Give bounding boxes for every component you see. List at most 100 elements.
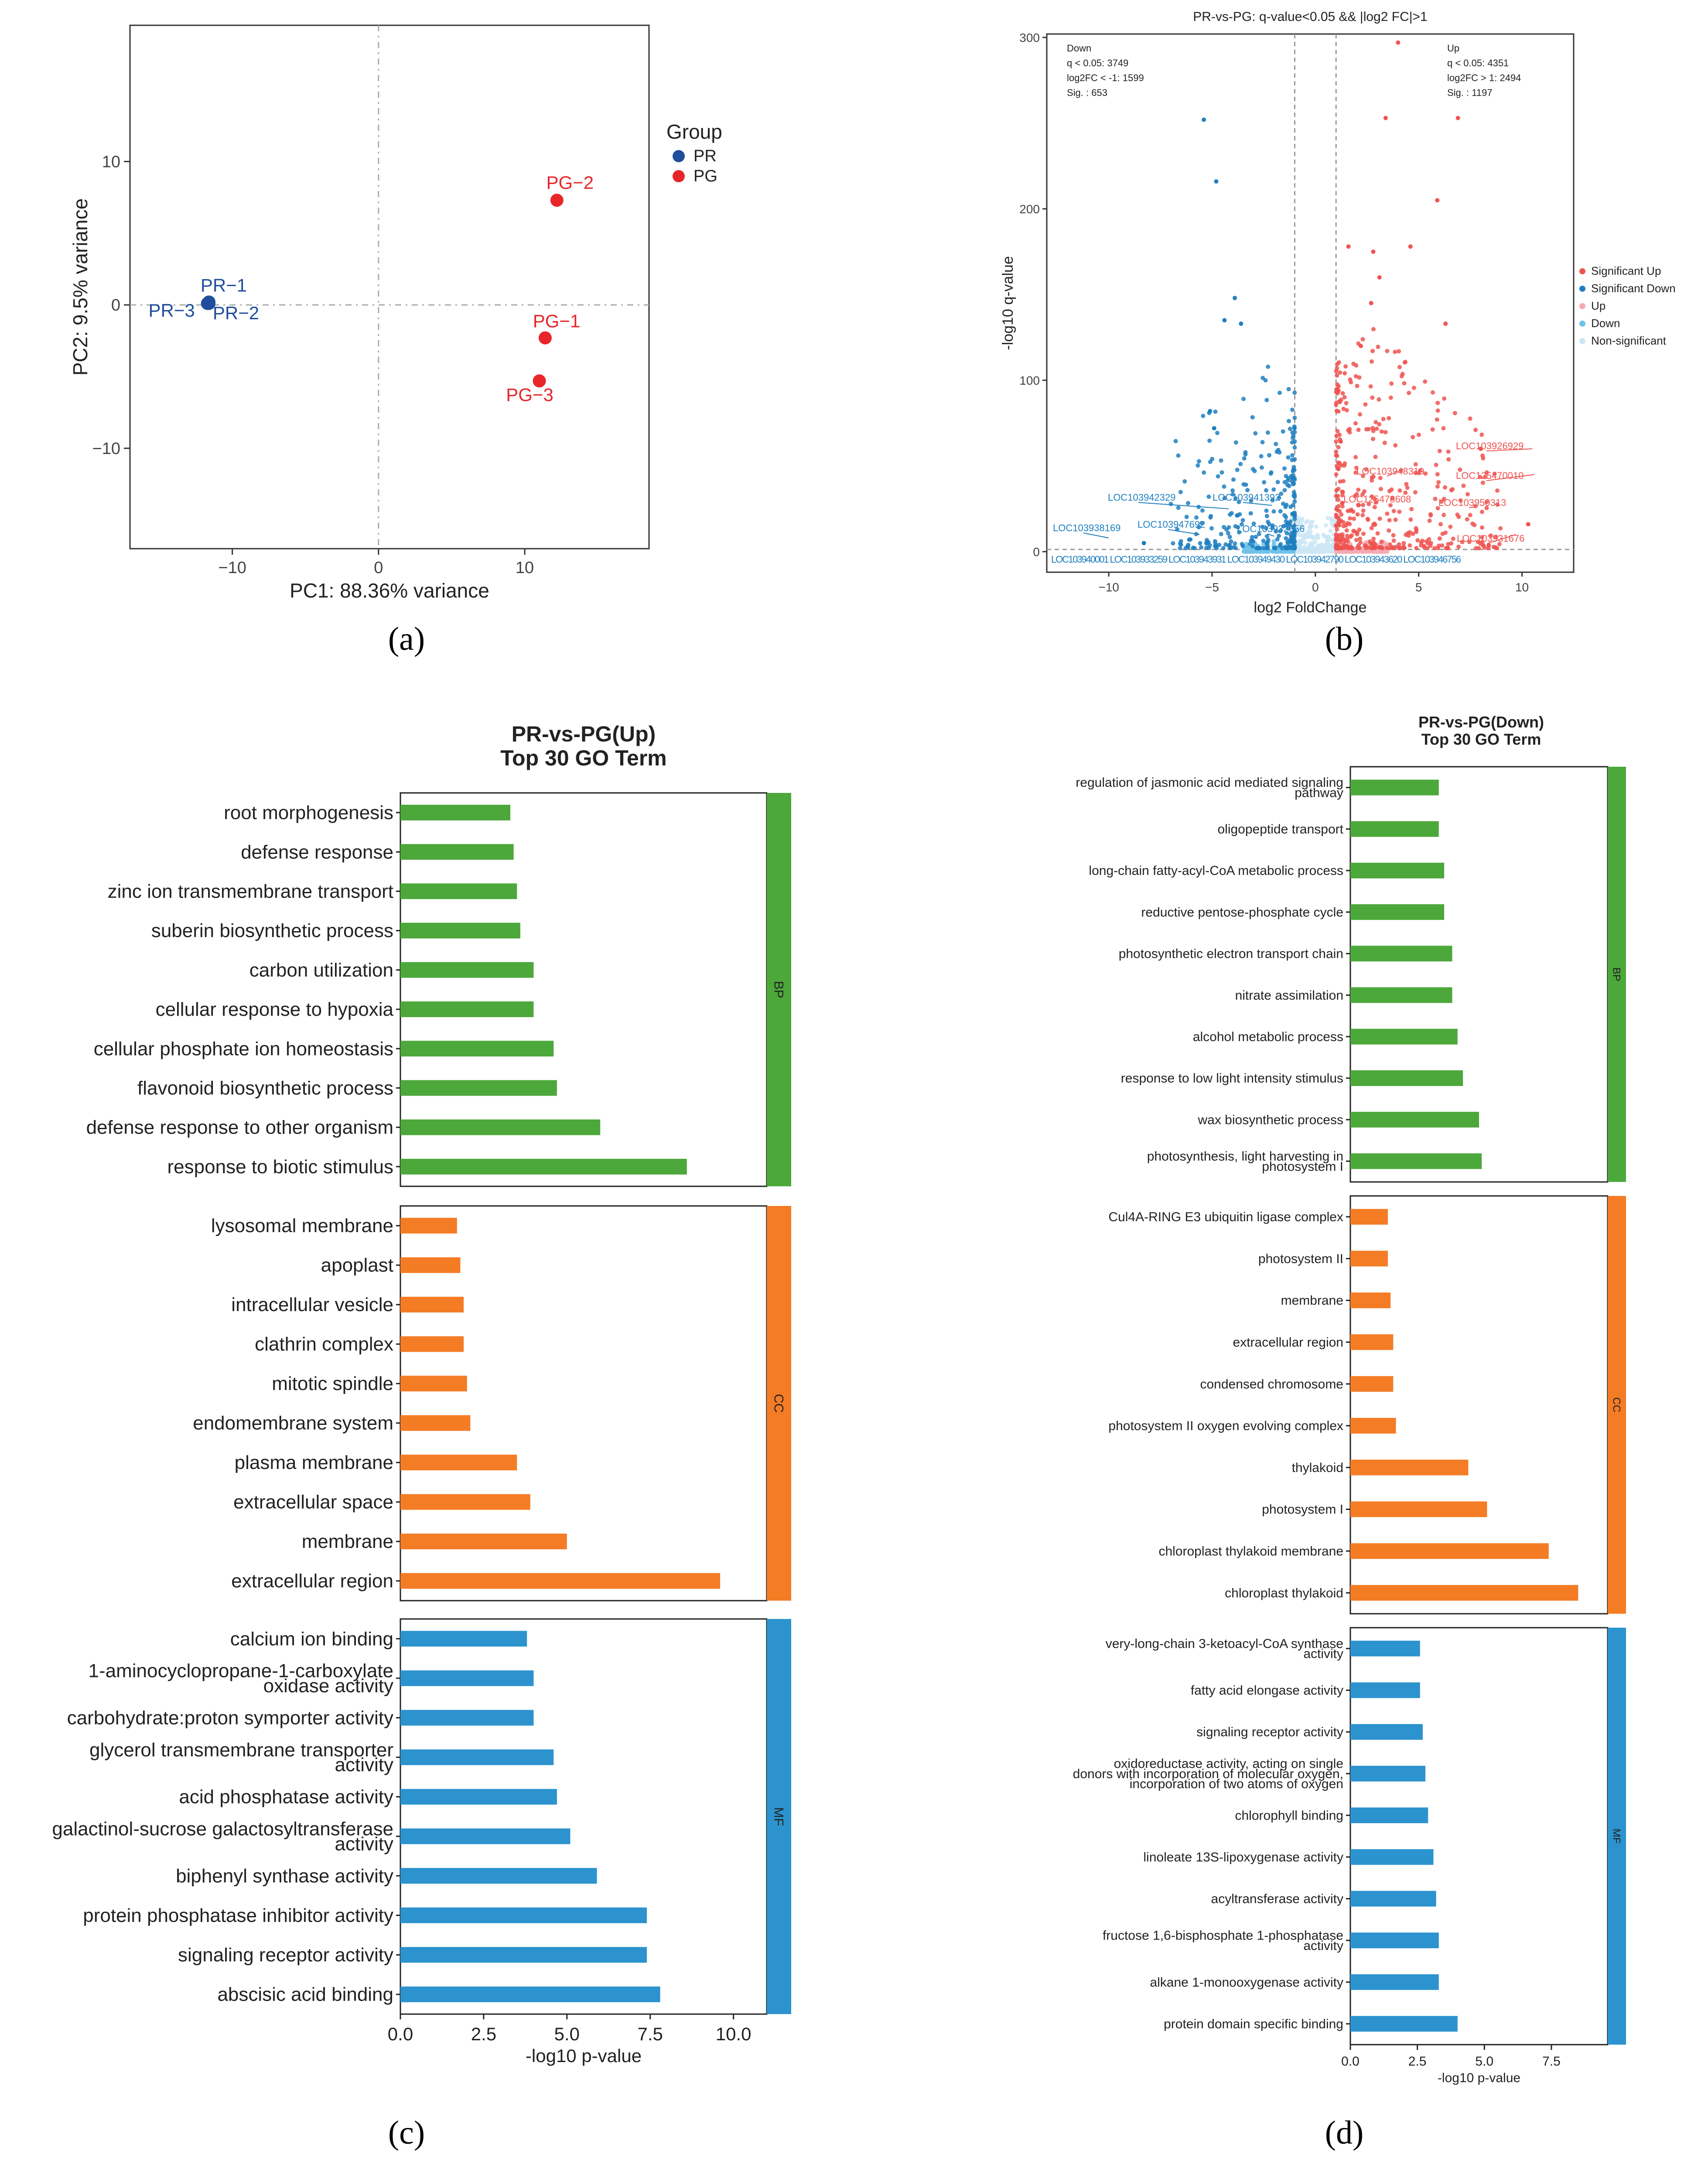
- volcano-point: [1267, 453, 1272, 458]
- volcano-point: [1198, 541, 1202, 546]
- volcano-point: [1379, 540, 1384, 544]
- category-label: membrane: [302, 1531, 393, 1552]
- category-label: root morphogenesis: [224, 802, 393, 823]
- volcano-point: [1486, 543, 1491, 547]
- legend-marker: [1579, 286, 1585, 292]
- volcano-point: [1397, 542, 1401, 547]
- volcano-point: [1270, 498, 1275, 502]
- go-bar: [400, 1455, 517, 1471]
- volcano-point: [1383, 116, 1388, 120]
- volcano-point: [1274, 529, 1278, 534]
- go-bar: [400, 1376, 467, 1392]
- volcano-point: [1334, 369, 1339, 373]
- x-tick-label: 0: [374, 559, 383, 577]
- volcano-point: [1336, 445, 1341, 450]
- gene-leader-line: [1373, 502, 1378, 505]
- category-label-line: lysosomal membrane: [211, 1215, 393, 1236]
- volcano-point: [1292, 545, 1297, 550]
- volcano-point: [1206, 546, 1211, 550]
- go-bar: [400, 883, 517, 899]
- volcano-point: [1334, 549, 1339, 554]
- volcano-point: [1261, 539, 1266, 543]
- volcano-point: [1275, 480, 1280, 485]
- volcano-point: [1334, 523, 1339, 528]
- pca-panel: −10 0 10 −10 0 10 PC1: 88.36% variance PC2: 9.5…: [69, 24, 722, 602]
- volcano-point: [1229, 539, 1233, 544]
- volcano-point: [1495, 488, 1500, 493]
- volcano-point: [1269, 470, 1274, 475]
- volcano-point: [1379, 429, 1384, 434]
- volcano-point: [1288, 519, 1293, 524]
- volcano-point: [1292, 430, 1297, 434]
- category-label: carbohydrate:proton symporter activity: [67, 1707, 393, 1728]
- volcano-point: [1407, 530, 1412, 535]
- volcano-point: [1341, 406, 1346, 411]
- volcano-point: [1370, 494, 1374, 499]
- category-label-line: chloroplast thylakoid: [1225, 1586, 1343, 1600]
- volcano-point: [1196, 463, 1200, 468]
- volcano-point: [1337, 509, 1342, 513]
- volcano-point: [1260, 525, 1265, 529]
- volcano-point: [1263, 378, 1268, 383]
- y-axis-label: -log10 q-value: [1000, 256, 1016, 350]
- volcano-point: [1284, 523, 1288, 528]
- volcano-point: [1356, 427, 1361, 432]
- category-label: abscisic acid binding: [217, 1984, 393, 2005]
- volcano-point: [1391, 538, 1396, 543]
- category-label-line: alcohol metabolic process: [1193, 1030, 1343, 1044]
- legend-entry: Significant Down: [1591, 282, 1676, 295]
- volcano-point: [1473, 427, 1478, 432]
- group-strip: [767, 1206, 791, 1601]
- group-strip: [1608, 1196, 1626, 1614]
- volcano-point: [1248, 511, 1253, 516]
- volcano-point: [1413, 462, 1418, 467]
- go-bar: [400, 962, 534, 978]
- go-bar: [400, 1749, 554, 1766]
- x-tick-label: 5.0: [1475, 2054, 1493, 2069]
- volcano-point: [1335, 527, 1339, 532]
- volcano-point: [1337, 399, 1342, 403]
- volcano-point: [1391, 509, 1396, 513]
- volcano-point: [1264, 534, 1269, 539]
- volcano-point: [1261, 542, 1266, 546]
- x-tick-label: 5.0: [554, 2024, 580, 2044]
- gene-leader-line: [1138, 502, 1229, 509]
- volcano-point: [1221, 546, 1226, 550]
- category-label-line: zinc ion transmembrane transport: [108, 881, 393, 902]
- volcano-point: [1364, 467, 1369, 472]
- go-bar: [400, 1710, 534, 1726]
- volcano-point: [1235, 513, 1240, 518]
- volcano-point: [1448, 524, 1453, 529]
- volcano-point: [1323, 523, 1328, 528]
- volcano-point: [1222, 496, 1227, 501]
- go-bar: [1350, 1849, 1434, 1865]
- category-label: photosystem I: [1262, 1503, 1343, 1517]
- volcano-point: [1250, 467, 1255, 471]
- volcano-point: [1286, 455, 1291, 460]
- volcano-point: [1312, 549, 1317, 553]
- category-label: biphenyl synthase activity: [176, 1865, 393, 1887]
- gene-leader-line: [1243, 502, 1272, 506]
- gene-label: LOC103942329: [1108, 492, 1175, 503]
- y-tick-label: 0: [1033, 545, 1040, 559]
- volcano-point: [1401, 544, 1406, 549]
- volcano-point: [1270, 523, 1275, 528]
- volcano-point: [1370, 395, 1375, 400]
- category-label: cellular response to hypoxia: [156, 999, 394, 1020]
- volcano-point: [1300, 534, 1305, 539]
- category-label: acyltransferase activity: [1211, 1892, 1343, 1906]
- volcano-point: [1418, 468, 1422, 473]
- volcano-point: [1334, 408, 1339, 413]
- category-label-line: protein domain specific binding: [1164, 2017, 1343, 2031]
- volcano-point: [1437, 449, 1442, 454]
- category-label-line: fatty acid elongase activity: [1191, 1684, 1343, 1698]
- go-bar: [400, 1257, 461, 1273]
- volcano-point: [1230, 488, 1235, 493]
- volcano-point: [1291, 493, 1296, 498]
- volcano-point: [1356, 487, 1361, 492]
- volcano-point: [1361, 474, 1366, 478]
- volcano-point: [1352, 516, 1356, 521]
- volcano-point: [1187, 537, 1192, 542]
- category-label: wax biosynthetic process: [1198, 1113, 1344, 1127]
- volcano-point: [1267, 522, 1271, 526]
